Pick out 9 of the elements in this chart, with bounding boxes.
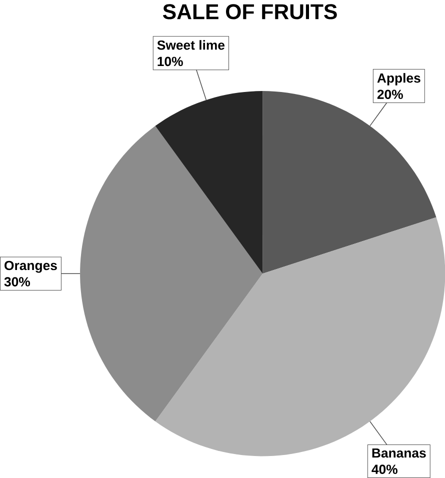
slice-label: Bananas	[372, 448, 426, 458]
data-label: 10%	[158, 56, 183, 66]
chart-title: SALE OF FRUITS	[162, 4, 337, 20]
slice-label: Oranges	[4, 260, 57, 273]
slice-label: Sweet lime	[157, 40, 224, 50]
data-label: 40%	[372, 464, 398, 474]
data-label: 30%	[4, 277, 30, 286]
slice-label: Apples	[377, 73, 420, 86]
data-label: 20%	[377, 90, 403, 100]
